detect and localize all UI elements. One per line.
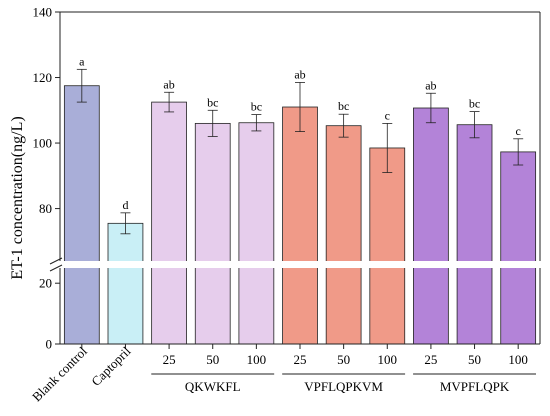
significance-letter-10: c bbox=[516, 124, 521, 138]
group-label-0: QKWKFL bbox=[185, 379, 241, 394]
y-tick-label-0: 0 bbox=[46, 337, 53, 352]
category-label-0: Blank control bbox=[29, 343, 90, 404]
y-tick-label-3: 100 bbox=[33, 136, 53, 151]
category-label-8: 25 bbox=[424, 352, 437, 367]
category-label-4: 100 bbox=[247, 352, 267, 367]
bars-layer bbox=[63, 68, 537, 345]
axis-break-slash-bottom bbox=[49, 264, 63, 272]
category-label-6: 50 bbox=[337, 352, 350, 367]
significance-letter-1: d bbox=[122, 198, 128, 212]
bar-5 bbox=[282, 106, 318, 345]
significance-letter-6: bc bbox=[338, 99, 349, 113]
category-label-3: 50 bbox=[206, 352, 219, 367]
significance-letter-3: bc bbox=[207, 95, 218, 109]
significance-letter-2: ab bbox=[163, 77, 174, 91]
bar-10 bbox=[500, 151, 537, 345]
category-label-1: Captopril bbox=[88, 343, 134, 389]
category-label-9: 50 bbox=[468, 352, 481, 367]
significance-letter-4: bc bbox=[251, 100, 262, 114]
bar-6 bbox=[325, 125, 362, 345]
y-tick-label-4: 120 bbox=[33, 70, 53, 85]
category-label-7: 100 bbox=[378, 352, 398, 367]
bar-9 bbox=[456, 124, 493, 345]
significance-letter-0: a bbox=[79, 54, 85, 68]
bar-8 bbox=[413, 107, 449, 345]
group-label-2: MVPFLQPK bbox=[440, 379, 510, 394]
bar-0 bbox=[63, 85, 100, 345]
y-axis-label: ET-1 concentration(ng/L) bbox=[9, 116, 26, 279]
bar-2 bbox=[151, 101, 187, 345]
significance-letter-8: ab bbox=[425, 78, 436, 92]
axes-layer bbox=[55, 11, 541, 375]
category-label-10: 100 bbox=[508, 352, 528, 367]
category-label-5: 25 bbox=[294, 352, 307, 367]
significance-letter-7: c bbox=[385, 108, 390, 122]
group-label-1: VPFLQPKVM bbox=[304, 379, 383, 394]
significance-letter-9: bc bbox=[469, 97, 480, 111]
bar-4 bbox=[238, 122, 275, 345]
axis-break-band bbox=[48, 261, 542, 268]
bar-3 bbox=[194, 122, 231, 345]
bar-1 bbox=[107, 222, 144, 345]
y-tick-label-5: 140 bbox=[33, 5, 53, 20]
y-tick-label-1: 20 bbox=[39, 276, 52, 291]
y-tick-label-2: 80 bbox=[39, 201, 52, 216]
significance-letter-5: ab bbox=[294, 67, 305, 81]
category-label-2: 25 bbox=[163, 352, 176, 367]
bar-7 bbox=[369, 147, 406, 345]
